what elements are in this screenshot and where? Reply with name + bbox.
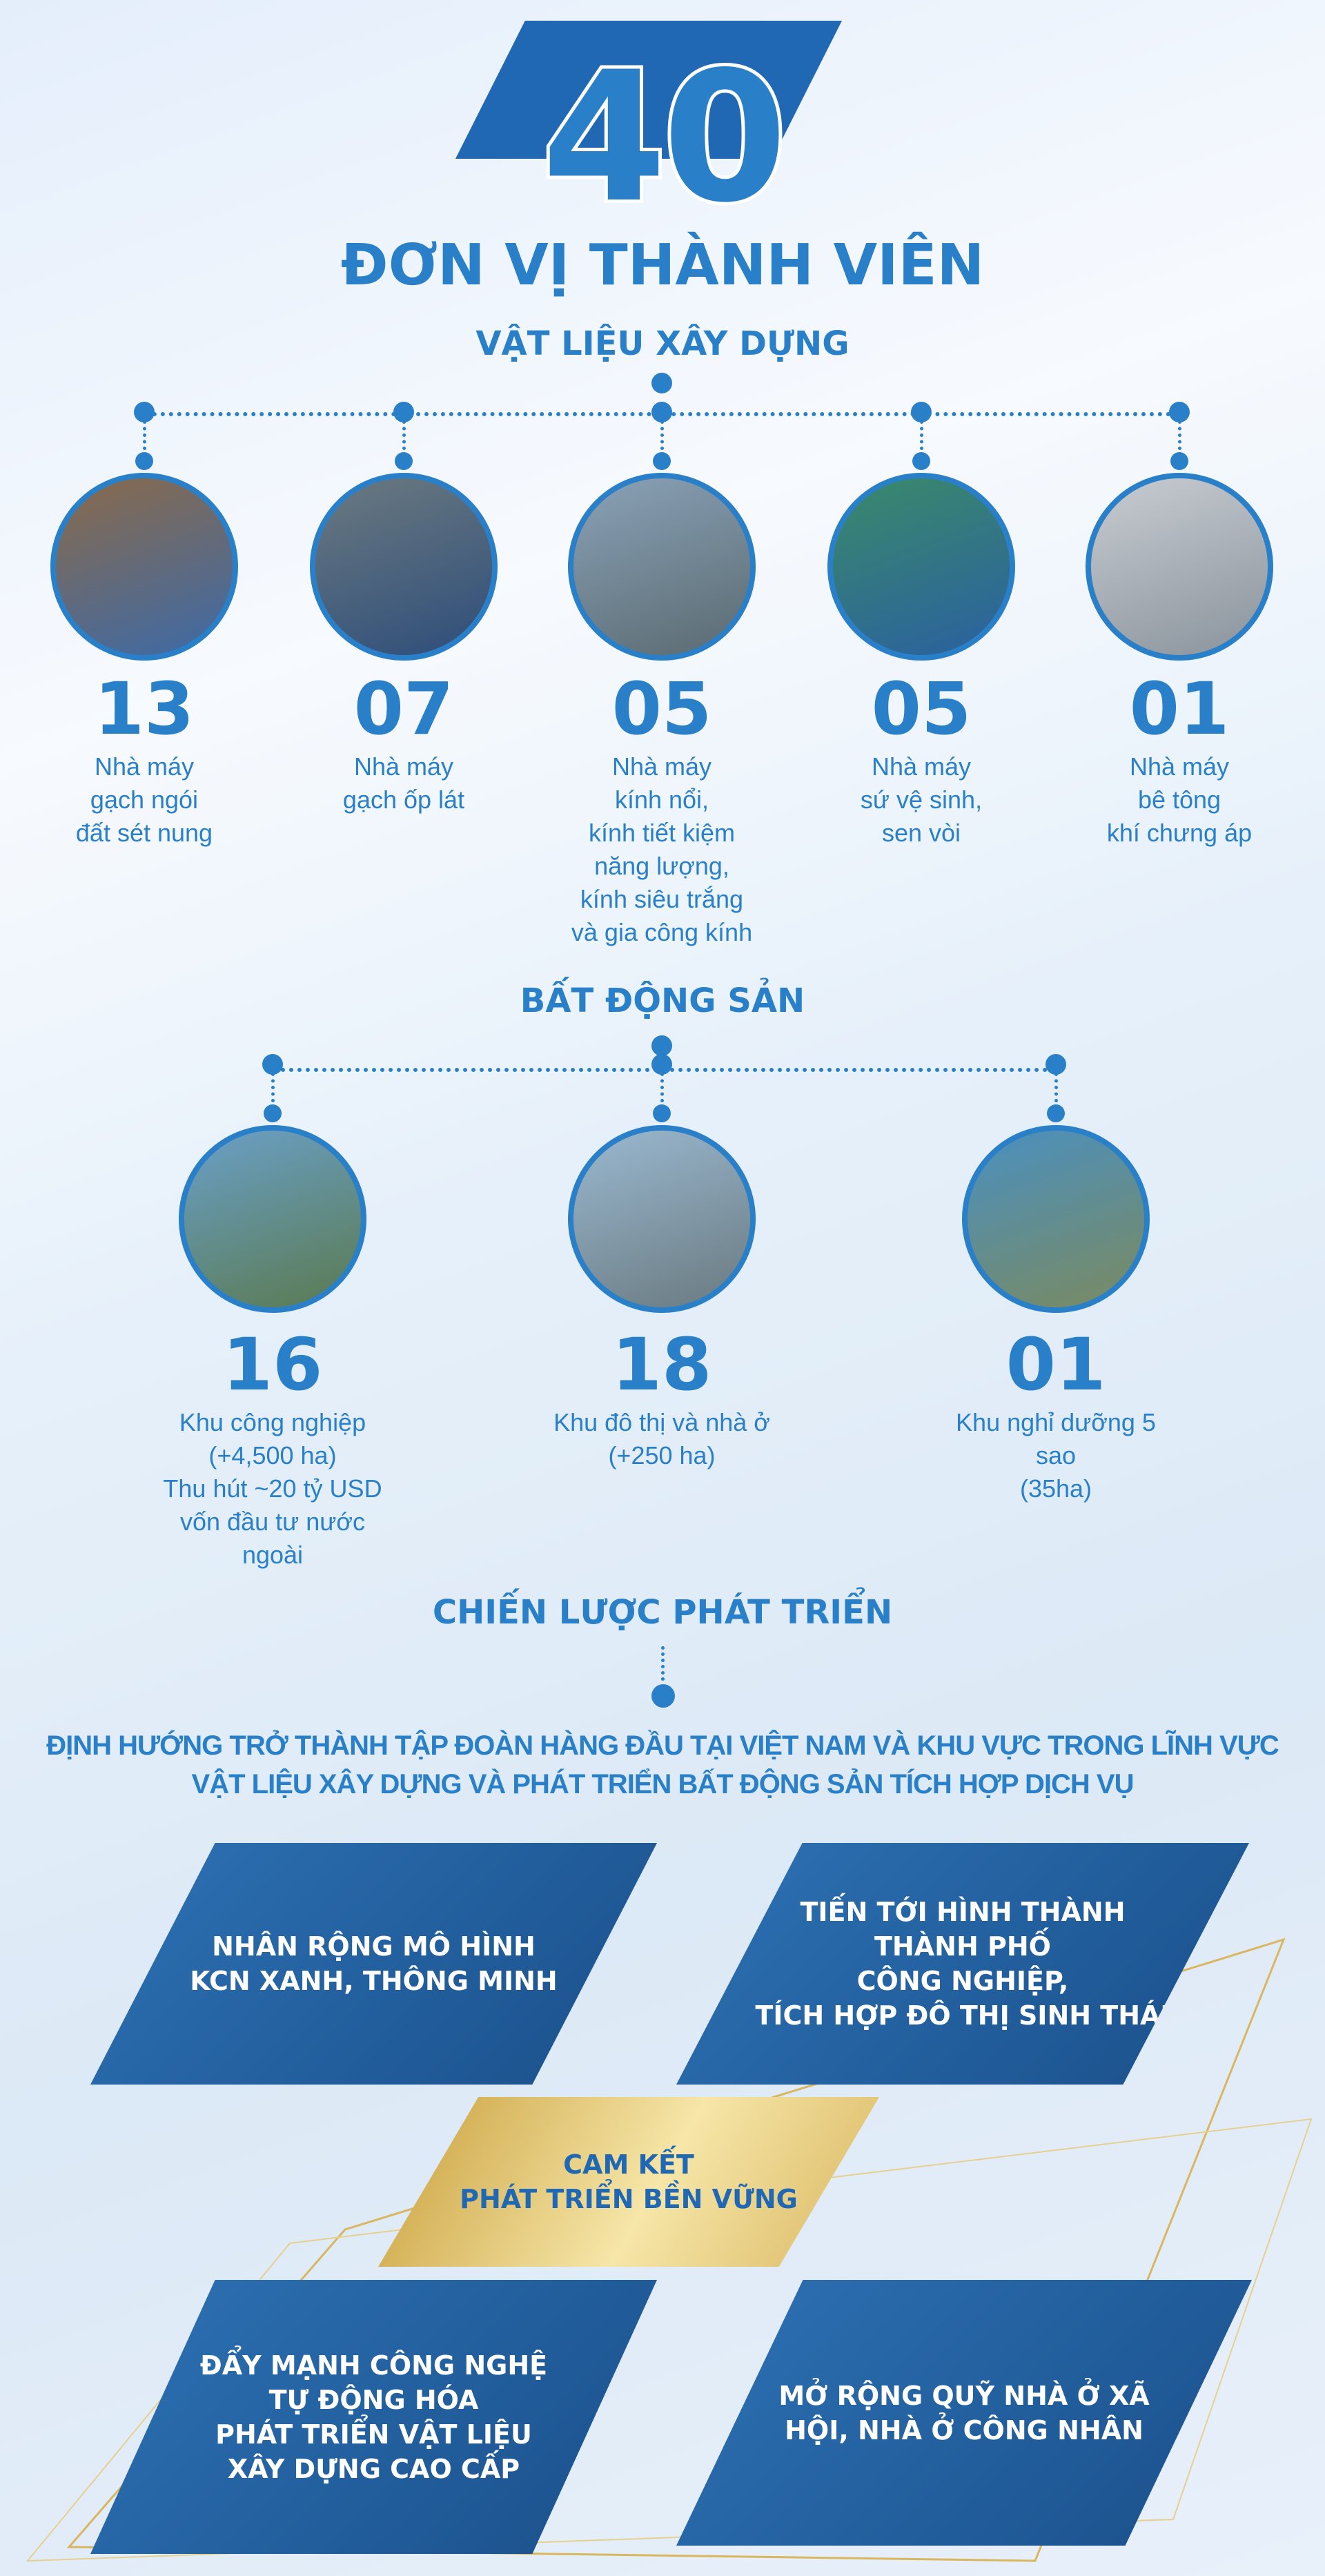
- branch-dot: [653, 1104, 671, 1122]
- ribbon-decoration: [455, 21, 842, 159]
- branch-connector: [402, 420, 406, 463]
- realestate-description: Khu đô thị và nhà ở (+250 ha): [553, 1408, 770, 1470]
- realestate-description: Khu nghỉ dưỡng 5 sao (35ha): [956, 1408, 1156, 1503]
- branch-connector: [1178, 420, 1181, 463]
- connector-dot: [651, 1035, 672, 1056]
- strategy-heading: CHIẾN LƯỢC PHÁT TRIỂN: [432, 1593, 893, 1632]
- materials-count: 13: [94, 667, 195, 751]
- branch-connector: [660, 1073, 664, 1115]
- strategy-connector: [661, 1646, 665, 1681]
- materials-description: Nhà máy gạch ốp lát: [342, 752, 465, 814]
- realestate-count: 16: [222, 1323, 323, 1407]
- branch-dot: [134, 402, 155, 422]
- materials-count: 05: [611, 667, 712, 751]
- branch-connector: [660, 420, 664, 463]
- branch-dot: [264, 1104, 282, 1122]
- commitment-text: PHÁT TRIỂN BỀN VỮNG: [460, 2184, 798, 2214]
- connector-dot: [651, 373, 672, 393]
- branch-dot: [653, 452, 671, 470]
- branch-connector: [920, 420, 923, 463]
- page-title: ĐƠN VỊ THÀNH VIÊN: [340, 233, 985, 298]
- branch-dot: [1169, 402, 1190, 422]
- realestate-photo: [568, 1125, 756, 1313]
- branch-connector: [1054, 1073, 1058, 1115]
- connector-dot: [651, 1684, 675, 1708]
- strategy-subtitle-2: VẬT LIỆU XÂY DỰNG VÀ PHÁT TRIỂN BẤT ĐỘNG…: [191, 1769, 1135, 1799]
- strategy-subtitle: ĐỊNH HƯỚNG TRỞ THÀNH TẬP ĐOÀN HÀNG ĐẦU T…: [0, 1729, 1325, 1801]
- branch-dot: [911, 402, 932, 422]
- materials-description: Nhà máy gạch ngói đất sét nung: [75, 752, 213, 847]
- materials-photo: [1086, 473, 1273, 661]
- materials-description: Nhà máy bê tông khí chưng áp: [1106, 752, 1253, 847]
- branch-dot: [1170, 452, 1188, 470]
- branch-dot: [912, 452, 930, 470]
- commitment-label: CAM KẾT: [563, 2149, 694, 2180]
- materials-photo: [827, 473, 1015, 661]
- branch-dot: [393, 402, 414, 422]
- materials-photo: [310, 473, 498, 661]
- materials-description: Nhà máy kính nổi, kính tiết kiệm năng lư…: [571, 752, 753, 946]
- realestate-count: 01: [1005, 1323, 1106, 1407]
- realestate-heading: BẤT ĐỘNG SẢN: [520, 982, 805, 1020]
- materials-count: 01: [1129, 667, 1230, 751]
- realestate-count: 18: [611, 1323, 712, 1407]
- strategy-subtitle-1: ĐỊNH HƯỚNG TRỞ THÀNH TẬP ĐOÀN HÀNG ĐẦU T…: [46, 1730, 1279, 1761]
- materials-count: 05: [871, 667, 972, 751]
- materials-heading: VẬT LIỆU XÂY DỰNG: [475, 324, 850, 363]
- branch-dot: [395, 452, 413, 470]
- branch-dot: [651, 402, 672, 422]
- branch-dot: [135, 452, 153, 470]
- materials-count: 07: [353, 667, 454, 751]
- materials-description: Nhà máy sứ vệ sinh, sen vòi: [860, 752, 983, 847]
- branch-dot: [262, 1054, 283, 1075]
- materials-photo: [50, 473, 238, 661]
- branch-dot: [1046, 1054, 1066, 1075]
- materials-photo: [568, 473, 756, 661]
- realestate-description: Khu công nghiệp (+4,500 ha) Thu hút ~20 …: [163, 1408, 382, 1569]
- branch-connector: [271, 1073, 275, 1115]
- branch-dot: [1047, 1104, 1065, 1122]
- branch-connector: [143, 420, 146, 463]
- branch-dot: [651, 1054, 672, 1075]
- realestate-photo: [962, 1125, 1150, 1313]
- member-count: 40: [538, 34, 791, 242]
- realestate-photo: [179, 1125, 366, 1313]
